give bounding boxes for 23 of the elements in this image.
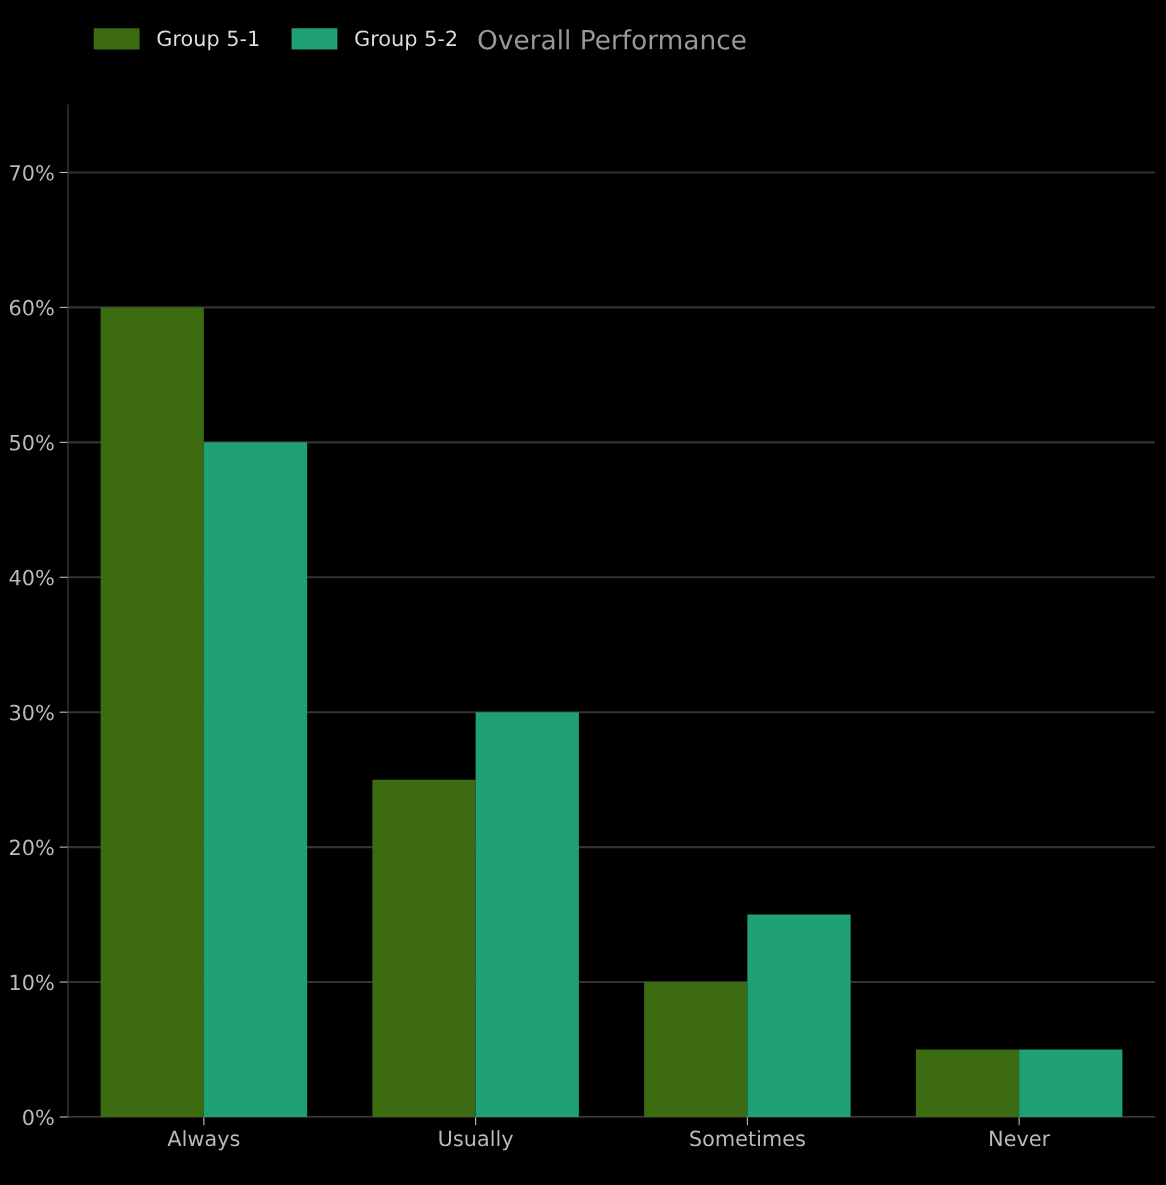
bar	[372, 779, 476, 1117]
y-tick-label: 10%	[10, 974, 54, 991]
y-tick-label: 60%	[9, 299, 54, 316]
y-tick-label: 70%	[10, 164, 54, 181]
y-tick-label: 40%	[9, 569, 54, 586]
chart-title: Overall Performance	[478, 29, 746, 50]
y-tick-label: 20%	[10, 839, 54, 856]
bar	[100, 307, 204, 1117]
bar	[475, 712, 579, 1117]
x-tick-label: Always	[167, 1130, 240, 1151]
legend-label: Group 5-2	[355, 30, 457, 51]
x-tick-label: Sometimes	[690, 1130, 805, 1147]
bar	[747, 914, 851, 1117]
bar	[1019, 1049, 1123, 1117]
bar	[203, 442, 308, 1117]
x-tick-label: Usually	[439, 1130, 513, 1151]
bar	[915, 1049, 1020, 1117]
legend-label: Group 5-1	[157, 30, 259, 51]
y-tick-label: 0%	[23, 1109, 54, 1126]
y-tick-label: 30%	[10, 704, 54, 721]
x-tick-label: Never	[990, 1130, 1051, 1147]
y-tick-label: 50%	[10, 434, 54, 451]
bar	[644, 982, 748, 1117]
